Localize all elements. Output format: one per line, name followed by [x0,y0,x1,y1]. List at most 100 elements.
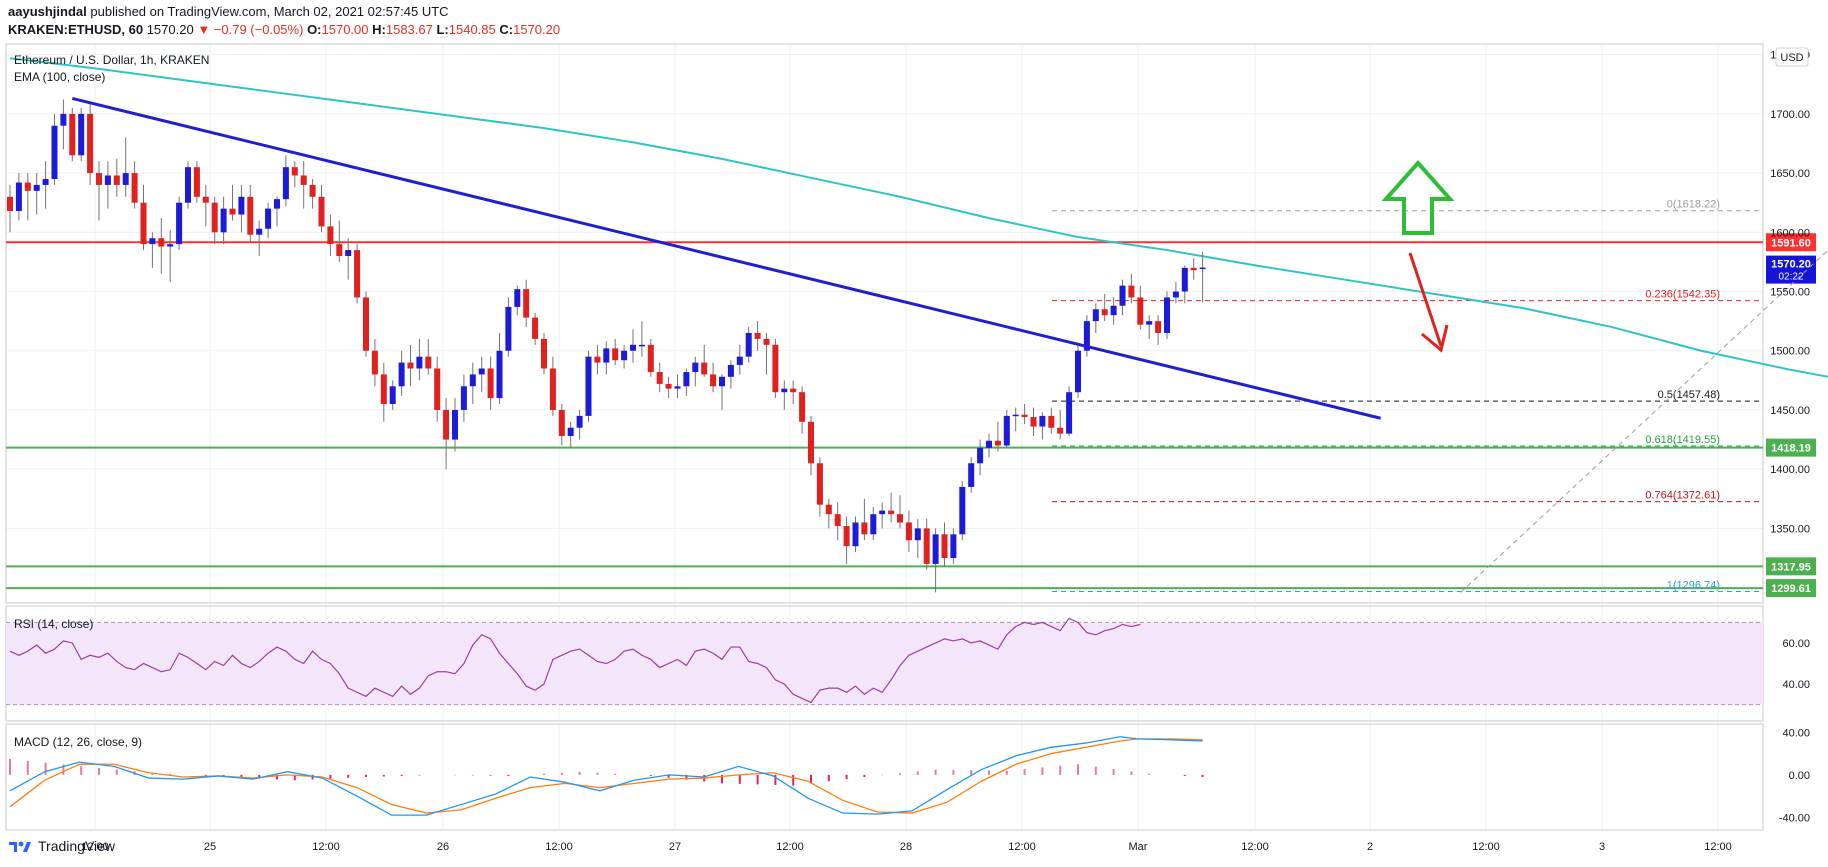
support-price-tag: 1418.19 [1771,443,1811,455]
bull-candle [1066,392,1073,434]
rsi-line [9,617,1141,704]
bull-candle [1199,267,1206,270]
publish-info: aayushjindal published on TradingView.co… [8,4,449,19]
bear-candle [665,383,672,389]
x-tick-label: 25 [204,841,216,853]
bull-candle [852,522,859,547]
support-price-tag-bg [1766,557,1816,576]
open-label: O: [307,22,322,37]
fib-level-label: 0.618(1419.55) [1645,434,1720,446]
bear-candle [87,113,94,174]
high-label: H: [372,22,386,37]
bull-candle [638,344,645,347]
bear-candle [905,522,912,541]
bear-candle [211,202,218,233]
bear-candle [532,317,539,339]
currency-badge[interactable] [1775,47,1809,67]
symbol-ohlc-line: KRAKEN:ETHUSD, 60 1570.20 ▼ −0.79 (−0.05… [8,22,560,37]
bull-candle [1146,321,1153,325]
bull-candle [719,376,725,387]
bear-candle [113,175,120,185]
bull-candle [1172,291,1179,298]
bull-candle [282,167,289,200]
bull-candle [879,510,886,515]
last-price-tag-bg [1766,255,1816,284]
signal-line [9,738,1203,814]
candle-countdown: 02:22 [1778,272,1803,283]
ema-layer [9,57,1828,378]
bear-candle [994,440,1001,446]
macd-tick-label: 40.00 [1782,727,1810,739]
bear-candle [24,182,31,191]
bear-candle [843,526,850,547]
symbol-label: KRAKEN:ETHUSD, 60 [8,22,144,37]
tradingview-footer[interactable]: TradingView [8,838,115,854]
bear-candle [131,173,138,203]
bull-candle [460,386,467,410]
bull-candle [745,332,752,357]
bear-candle [434,368,441,410]
axes: 12:00 25 12:00 26 12:00 27 12:00 28 12:00 Mar 12:0… [81,50,1810,853]
macd-tick-label: -40.00 [1779,812,1810,824]
bear-candle [202,196,209,203]
bear-candle [1048,415,1055,428]
bull-candle [1181,267,1188,292]
price-change: ▼ −0.79 (−0.05%) [197,22,304,37]
bear-candle [825,504,832,515]
bull-candle [986,440,992,448]
last-price-tag: 1570.20 [1771,259,1811,271]
support-price-tag: 1299.61 [1771,583,1811,595]
x-tick-label: 28 [900,841,912,853]
fib-level-label: 0(1618.22) [1667,199,1720,211]
bull-candle [60,113,67,126]
bear-candle [861,522,868,535]
bull-candle [478,368,485,375]
bull-candle [585,356,592,416]
macd-pane [9,736,1204,816]
bull-candle [870,514,877,535]
bear-candle [1021,414,1028,418]
x-tick-label: 12:00 [81,841,109,853]
support-price-tag-bg [1766,438,1816,457]
x-tick-label: 12:00 [1241,841,1269,853]
x-tick-label: 3 [1599,841,1605,853]
bull-candle [274,199,280,209]
bull-candle [398,362,405,387]
bear-candle [443,409,450,440]
bull-candle [576,415,583,428]
bull-candle [15,182,22,211]
bear-candle [300,175,307,185]
chart-title: Ethereum / U.S. Dollar, 1h, KRAKEN [14,53,209,67]
brand-name: TradingView [38,838,116,854]
fibonacci-retracement: 0(1618.22) 0.236(1542.35) 0.5(1457.48) 0.61… [1052,199,1828,593]
author[interactable]: aayushjindal [8,4,87,19]
bull-candle [968,463,975,487]
macd-line [9,736,1203,816]
bear-candle [941,534,948,558]
bear-candle [1137,297,1144,325]
x-tick-label: 27 [669,841,681,853]
x-tick-label: 12:00 [312,841,340,853]
bear-candle [799,392,806,422]
bear-candle [363,297,369,351]
bull-candle [104,175,111,185]
bear-candle [523,289,530,318]
bull-candle [1119,285,1126,306]
bear-candle [647,344,654,373]
x-tick-label: Mar [1129,841,1148,853]
fib-level-label: 0.764(1372.61) [1645,490,1720,502]
bear-candle [612,348,619,361]
bear-candle [701,362,708,375]
bear-candle [1190,267,1197,271]
x-tick-label: 12:00 [776,841,804,853]
low-label: L: [436,22,449,37]
bear-candle [1101,309,1108,316]
bull-candle [1075,350,1081,393]
bull-candle [496,350,503,399]
bull-candle [51,125,58,180]
bear-candle [888,510,895,515]
last-price: 1570.20 [146,22,194,37]
publish-text: published on TradingView.com, March 02, … [90,4,449,19]
